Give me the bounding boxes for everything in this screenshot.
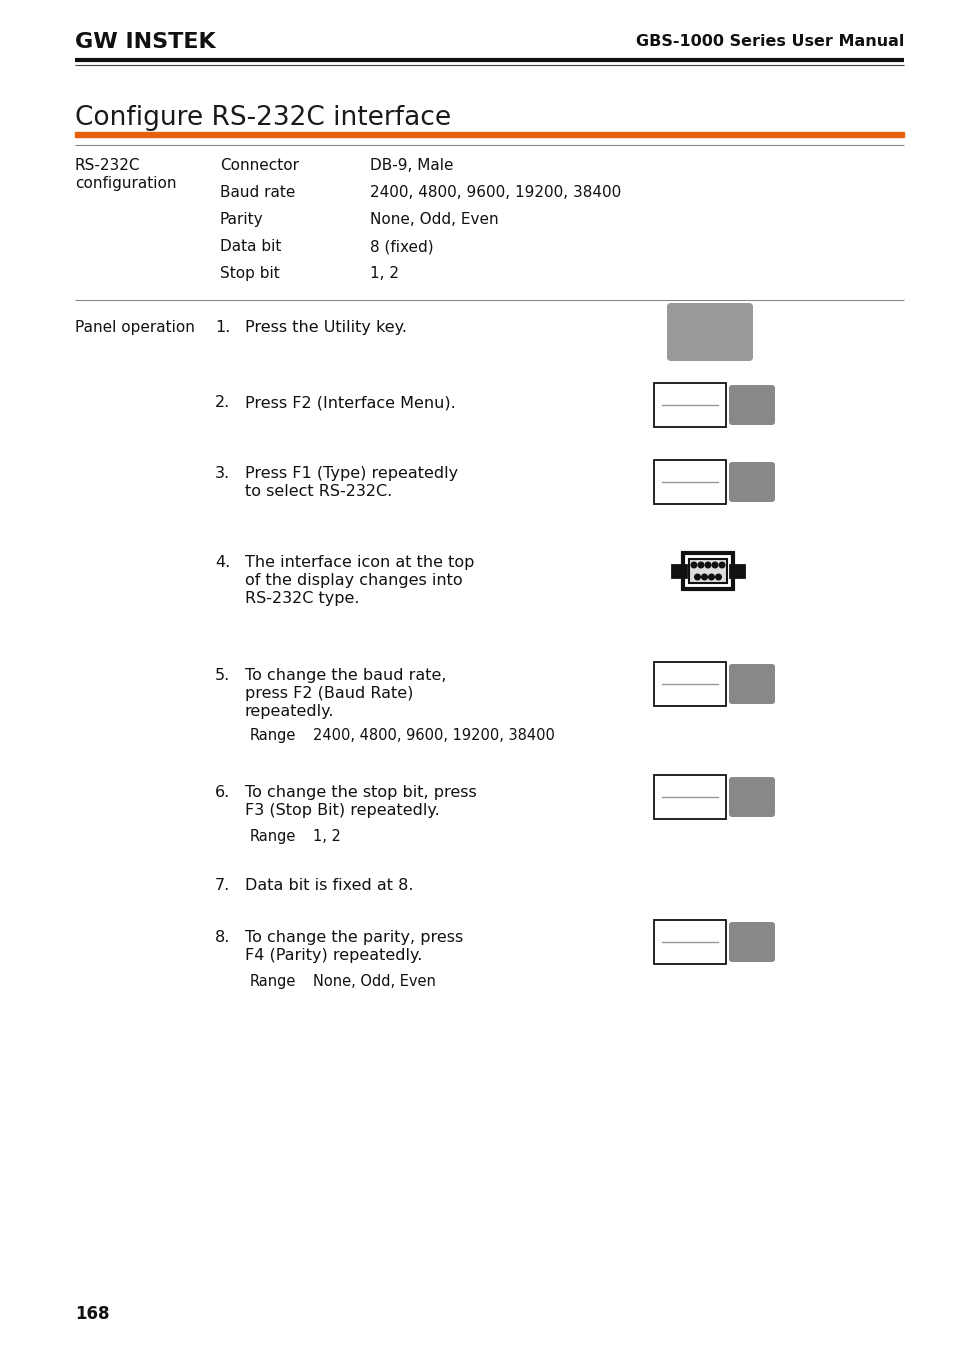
Bar bbox=[729, 566, 743, 576]
Bar bbox=[654, 775, 725, 819]
Text: Press F2 (Interface Menu).: Press F2 (Interface Menu). bbox=[245, 396, 456, 410]
Text: 8 (fixed): 8 (fixed) bbox=[370, 239, 434, 254]
Circle shape bbox=[701, 574, 706, 579]
Text: press F2 (Baud Rate): press F2 (Baud Rate) bbox=[245, 686, 413, 701]
Text: DB-9, Male: DB-9, Male bbox=[370, 158, 453, 173]
Bar bbox=[671, 566, 685, 576]
Text: Range: Range bbox=[250, 728, 296, 743]
Text: configuration: configuration bbox=[75, 176, 176, 190]
Text: 2400, 4800, 9600, 19200, 38400: 2400, 4800, 9600, 19200, 38400 bbox=[313, 728, 555, 743]
Text: 2.: 2. bbox=[214, 396, 230, 410]
FancyBboxPatch shape bbox=[666, 302, 752, 360]
Bar bbox=[75, 132, 903, 136]
Circle shape bbox=[708, 574, 714, 579]
Text: Connector: Connector bbox=[220, 158, 298, 173]
FancyBboxPatch shape bbox=[728, 664, 774, 703]
Text: repeatedly.: repeatedly. bbox=[245, 703, 335, 720]
Text: 8.: 8. bbox=[214, 930, 230, 945]
Text: Press the Utility key.: Press the Utility key. bbox=[245, 320, 407, 335]
Text: 4.: 4. bbox=[214, 555, 230, 570]
Text: RS-232C type.: RS-232C type. bbox=[245, 591, 359, 606]
Bar bbox=[654, 662, 725, 706]
Text: Baud rate: Baud rate bbox=[220, 185, 295, 200]
Text: GBS-1000 Series User Manual: GBS-1000 Series User Manual bbox=[635, 35, 903, 50]
Circle shape bbox=[712, 562, 717, 568]
Text: None, Odd, Even: None, Odd, Even bbox=[370, 212, 498, 227]
Text: Range: Range bbox=[250, 973, 296, 990]
Circle shape bbox=[719, 562, 724, 568]
Text: To change the parity, press: To change the parity, press bbox=[245, 930, 463, 945]
Bar bbox=[682, 554, 732, 589]
Text: Configure RS-232C interface: Configure RS-232C interface bbox=[75, 105, 451, 131]
Text: To change the stop bit, press: To change the stop bit, press bbox=[245, 784, 476, 801]
Text: 3.: 3. bbox=[214, 466, 230, 481]
Text: Panel operation: Panel operation bbox=[75, 320, 194, 335]
Text: to select RS-232C.: to select RS-232C. bbox=[245, 485, 392, 500]
Text: Data bit: Data bit bbox=[220, 239, 281, 254]
Bar bbox=[654, 460, 725, 504]
Text: Parity: Parity bbox=[220, 212, 263, 227]
Text: 6.: 6. bbox=[214, 784, 230, 801]
Circle shape bbox=[698, 562, 703, 568]
Bar bbox=[654, 919, 725, 964]
Text: The interface icon at the top: The interface icon at the top bbox=[245, 555, 474, 570]
Text: To change the baud rate,: To change the baud rate, bbox=[245, 668, 446, 683]
Text: 5.: 5. bbox=[214, 668, 230, 683]
Text: GW INSTEK: GW INSTEK bbox=[75, 32, 215, 53]
Text: 2400, 4800, 9600, 19200, 38400: 2400, 4800, 9600, 19200, 38400 bbox=[370, 185, 620, 200]
Text: Stop bit: Stop bit bbox=[220, 266, 279, 281]
Text: F4 (Parity) repeatedly.: F4 (Parity) repeatedly. bbox=[245, 948, 422, 963]
Circle shape bbox=[694, 574, 700, 579]
Text: 1, 2: 1, 2 bbox=[370, 266, 398, 281]
FancyBboxPatch shape bbox=[728, 778, 774, 817]
Bar bbox=[688, 559, 726, 583]
Text: 7.: 7. bbox=[214, 878, 230, 892]
Text: 168: 168 bbox=[75, 1305, 110, 1323]
FancyBboxPatch shape bbox=[728, 385, 774, 425]
Text: of the display changes into: of the display changes into bbox=[245, 572, 462, 589]
Circle shape bbox=[704, 562, 710, 568]
Text: RS-232C: RS-232C bbox=[75, 158, 140, 173]
FancyBboxPatch shape bbox=[728, 462, 774, 502]
Text: 1, 2: 1, 2 bbox=[313, 829, 340, 844]
Text: Press F1 (Type) repeatedly: Press F1 (Type) repeatedly bbox=[245, 466, 457, 481]
Circle shape bbox=[715, 574, 720, 579]
Text: Data bit is fixed at 8.: Data bit is fixed at 8. bbox=[245, 878, 413, 892]
Text: Range: Range bbox=[250, 829, 296, 844]
Text: F3 (Stop Bit) repeatedly.: F3 (Stop Bit) repeatedly. bbox=[245, 803, 439, 818]
FancyBboxPatch shape bbox=[728, 922, 774, 963]
Circle shape bbox=[691, 562, 696, 568]
Bar bbox=[654, 383, 725, 427]
Text: 1.: 1. bbox=[214, 320, 230, 335]
Text: None, Odd, Even: None, Odd, Even bbox=[313, 973, 436, 990]
